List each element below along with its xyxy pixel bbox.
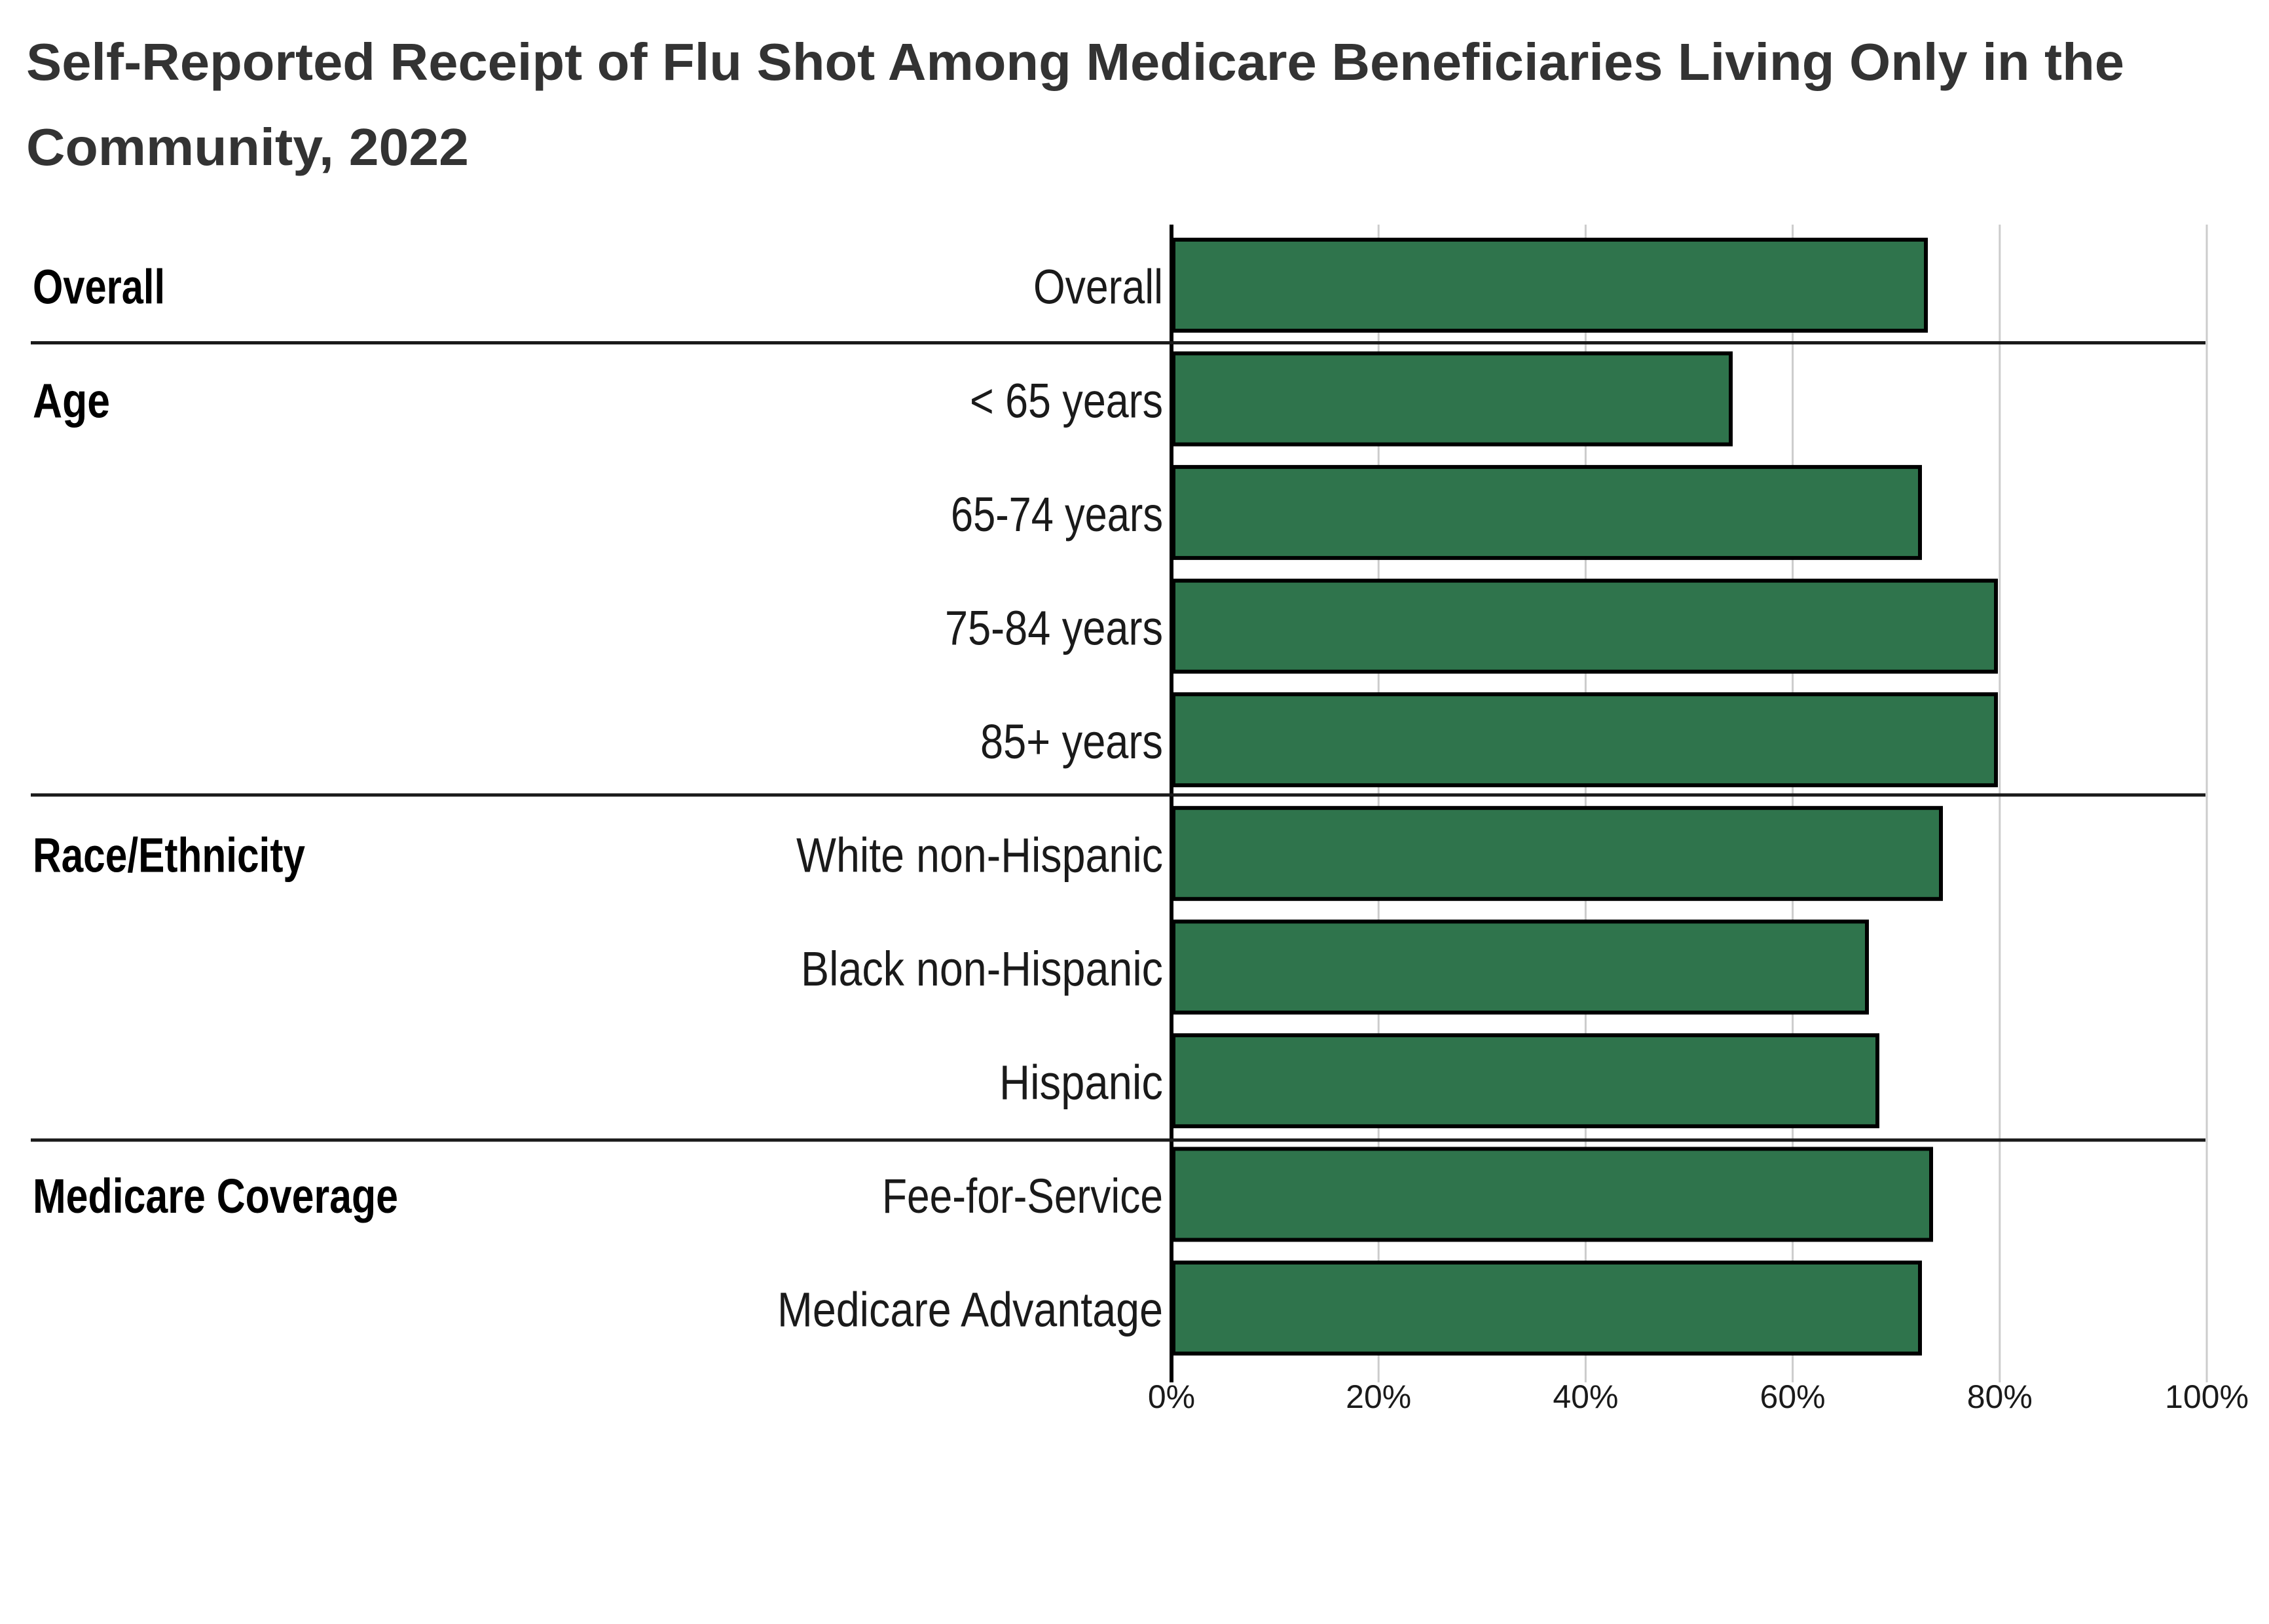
svg-text:40%: 40% [1553, 1378, 1618, 1415]
svg-text:20%: 20% [1346, 1378, 1411, 1415]
svg-text:Hispanic: Hispanic [999, 1056, 1163, 1110]
svg-text:Self-Reported Receipt of Flu S: Self-Reported Receipt of Flu Shot Among … [26, 33, 2124, 91]
svg-text:Overall: Overall [1033, 260, 1163, 314]
svg-text:Race/Ethnicity: Race/Ethnicity [33, 828, 305, 883]
svg-text:75-84 years: 75-84 years [945, 600, 1163, 655]
svg-text:Black non-Hispanic: Black non-Hispanic [801, 942, 1163, 996]
svg-text:85+ years: 85+ years [980, 714, 1163, 769]
svg-text:80%: 80% [1967, 1378, 2033, 1415]
svg-text:Overall: Overall [33, 260, 165, 314]
svg-text:0%: 0% [1148, 1378, 1195, 1415]
svg-text:Fee-for-Service: Fee-for-Service [882, 1169, 1163, 1223]
svg-text:Age: Age [33, 373, 110, 428]
svg-text:Medicare Advantage: Medicare Advantage [777, 1283, 1163, 1337]
svg-text:Medicare Coverage: Medicare Coverage [33, 1169, 398, 1223]
svg-text:< 65 years: < 65 years [970, 373, 1163, 428]
svg-text:Community, 2022: Community, 2022 [26, 118, 469, 176]
svg-text:60%: 60% [1760, 1378, 1826, 1415]
svg-text:65-74 years: 65-74 years [951, 487, 1163, 542]
svg-text:100%: 100% [2165, 1378, 2249, 1415]
svg-text:White non-Hispanic: White non-Hispanic [796, 828, 1163, 883]
